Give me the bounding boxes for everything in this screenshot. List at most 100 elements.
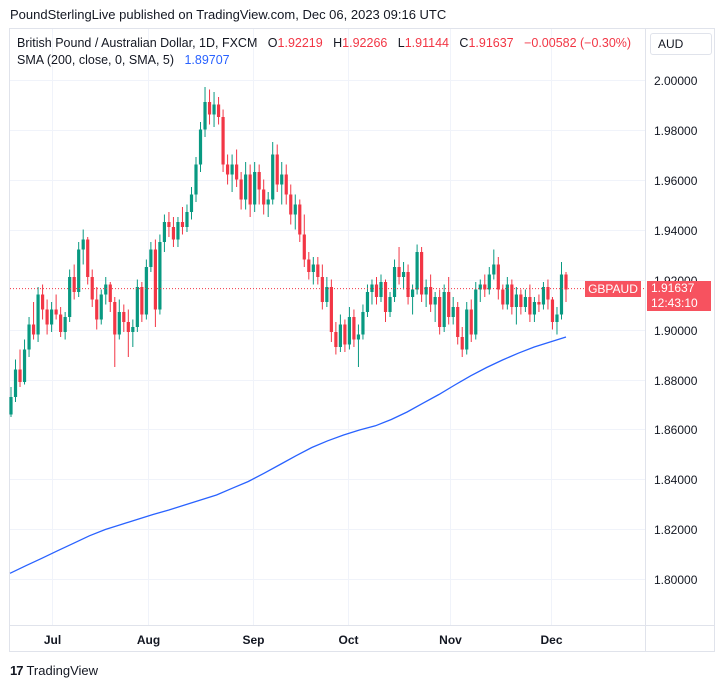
candle-body <box>469 309 473 335</box>
grid-lines <box>10 29 714 651</box>
candle-body <box>316 264 320 277</box>
candle <box>131 319 135 347</box>
candle-body <box>248 174 252 205</box>
candle-body <box>13 369 18 397</box>
candle-body <box>122 312 126 322</box>
candle <box>239 172 243 210</box>
candle-body <box>153 249 157 310</box>
candle <box>483 274 487 297</box>
y-tick-label: 2.00000 <box>654 74 698 88</box>
candle <box>9 387 13 417</box>
candle-body <box>546 287 550 300</box>
legend-ohlc-row: British Pound / Australian Dollar, 1D, F… <box>17 35 631 52</box>
candle-body <box>266 199 270 205</box>
candle-body <box>438 297 442 327</box>
candle-body <box>465 309 469 350</box>
candle <box>99 289 103 325</box>
candle <box>284 164 288 205</box>
candle-body <box>22 349 27 382</box>
candle-body <box>140 287 144 315</box>
candle <box>496 257 500 300</box>
candle <box>230 154 234 192</box>
candle-body <box>356 334 361 340</box>
candle <box>203 87 207 137</box>
candle-body <box>81 239 85 250</box>
time-axis[interactable]: Jul Aug Sep Oct Nov Dec <box>44 633 563 647</box>
candle-body <box>194 164 198 195</box>
candle <box>546 279 550 310</box>
candle <box>13 359 18 402</box>
candle-body <box>388 297 392 312</box>
candle-body <box>207 102 212 115</box>
candle-body <box>433 297 437 305</box>
footer-brand[interactable]: 17 TradingView <box>10 663 98 678</box>
candle-body <box>280 174 284 185</box>
candle <box>438 289 442 335</box>
candle <box>429 274 433 312</box>
x-tick-label: Aug <box>137 633 160 647</box>
candle-body <box>501 289 505 305</box>
candle-body <box>429 287 433 305</box>
candle-body <box>424 287 428 295</box>
candle-body <box>275 154 279 185</box>
legend-sma-row: SMA (200, close, 0, SMA, 5) 1.89707 <box>17 52 631 69</box>
candle-body <box>559 274 564 315</box>
candle-body <box>415 252 419 290</box>
sma-layer <box>9 336 567 574</box>
candle-body <box>113 302 117 335</box>
legend-high-label: H <box>333 36 343 50</box>
candle-body <box>338 324 342 347</box>
candle-body <box>532 302 537 315</box>
candle-body <box>442 292 446 327</box>
candle <box>388 292 392 317</box>
candle-body <box>397 267 401 277</box>
candle <box>253 162 257 212</box>
candle <box>465 302 469 355</box>
candle-body <box>40 294 45 310</box>
candle-body <box>478 284 482 290</box>
y-tick-label: 1.88000 <box>654 374 698 388</box>
candle-body <box>352 317 356 340</box>
candle <box>374 277 379 305</box>
x-tick-label: Oct <box>338 633 358 647</box>
candle <box>153 239 157 327</box>
chart-legend: British Pound / Australian Dollar, 1D, F… <box>17 35 631 69</box>
candle <box>338 314 342 352</box>
candle-body <box>271 154 275 200</box>
price-axis[interactable]: 2.000001.980001.960001.940001.920001.900… <box>654 74 698 587</box>
currency-button[interactable]: AUD <box>650 33 712 55</box>
candle <box>140 282 144 322</box>
candle <box>347 307 352 350</box>
candle-body <box>262 189 266 205</box>
candle <box>447 277 451 325</box>
candle <box>293 194 297 230</box>
candle-body <box>9 397 13 415</box>
candle <box>158 234 162 315</box>
candle-body <box>492 264 496 275</box>
candle <box>433 292 437 322</box>
legend-title: British Pound / Australian Dollar, 1D, F… <box>17 36 258 50</box>
candle <box>235 149 239 187</box>
candle-body <box>108 284 112 302</box>
candle <box>307 252 311 280</box>
candle-body <box>537 302 541 305</box>
candle <box>198 122 203 172</box>
candle <box>31 302 36 340</box>
candle-body <box>180 222 185 227</box>
candle-body <box>343 324 347 345</box>
candle <box>40 284 45 320</box>
candle <box>262 179 266 215</box>
candle <box>325 277 329 307</box>
candle-body <box>289 194 293 215</box>
candle-body <box>284 174 288 195</box>
candle-body <box>555 314 559 322</box>
candle <box>442 284 446 332</box>
candle-body <box>59 314 63 332</box>
candle <box>420 247 424 302</box>
candle <box>492 249 496 280</box>
candle <box>135 279 139 332</box>
candle <box>329 279 333 342</box>
candle-body <box>325 287 329 302</box>
y-tick-label: 1.94000 <box>654 224 698 238</box>
